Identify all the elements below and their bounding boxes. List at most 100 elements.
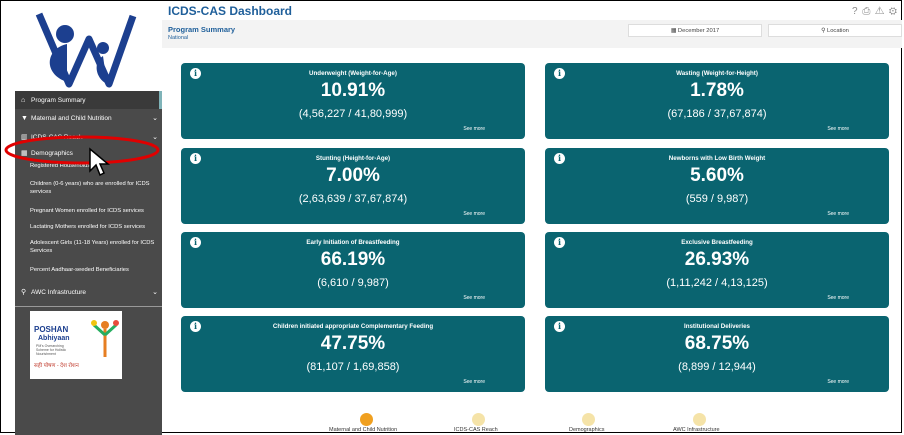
poshan-figure-icon	[91, 320, 119, 357]
card-stunting: i Stunting (Height-for-Age) 7.00% (2,63,…	[181, 148, 525, 224]
poshan-tagline-1: PM's Overarching	[36, 344, 64, 348]
nav-dot-demographics[interactable]	[582, 413, 595, 426]
sidebar-item-program-summary[interactable]: ⌂ Program Summary	[15, 91, 162, 109]
see-more-link[interactable]: See more	[463, 379, 485, 385]
card-early-breastfeeding: i Early Initiation of Breastfeeding 66.1…	[181, 232, 525, 308]
poshan-hindi-tagline: सही पोषण - देश रोशन	[34, 363, 79, 369]
card-value: 47.75%	[320, 333, 386, 354]
date-selector[interactable]: ▦ December 2017	[628, 24, 762, 37]
print-icon[interactable]: ⎙	[862, 6, 872, 17]
see-more-link[interactable]: See more	[827, 379, 849, 385]
icds-logo[interactable]	[15, 4, 162, 92]
card-fraction: (6,610 / 9,987)	[317, 277, 389, 289]
info-icon[interactable]: i	[190, 321, 201, 332]
card-title: Early Initiation of Breastfeeding	[306, 239, 400, 246]
card-title: Stunting (Height-for-Age)	[315, 155, 391, 162]
map-pin-icon: ⚲	[821, 27, 827, 34]
sidebar-divider	[15, 306, 162, 307]
card-value: 68.75%	[684, 333, 750, 354]
sidebar-subitem-aadhaar-seeded[interactable]: Percent Aadhaar-seeded Beneficiaries	[30, 267, 129, 273]
card-fraction: (67,186 / 37,67,874)	[667, 108, 767, 120]
demographics-icon: ▦	[21, 150, 28, 157]
sidebar-item-maternal-child-nutrition[interactable]: ▼ Maternal and Child Nutrition ⌄	[15, 109, 162, 127]
nav-dot-icds-cas-reach[interactable]	[472, 413, 485, 426]
card-value: 26.93%	[684, 249, 750, 270]
card-fraction: (1,11,242 / 4,13,125)	[666, 277, 768, 289]
sidebar-subitem-lactating-mothers[interactable]: Lactating Mothers enrolled for ICDS serv…	[30, 224, 146, 230]
card-fraction: (4,56,227 / 41,80,999)	[298, 108, 408, 120]
poshan-name: POSHAN	[34, 325, 69, 334]
nav-dot-label[interactable]: Maternal and Child Nutrition	[329, 427, 398, 433]
header-icons: ? ⎙ ⚠ ⚙	[852, 6, 898, 17]
sidebar-item-awc-infrastructure[interactable]: ⚲ AWC Infrastructure ⌄	[15, 283, 162, 301]
card-value: 1.78%	[690, 80, 744, 101]
card-title: Institutional Deliveries	[683, 323, 751, 330]
nav-dot-label[interactable]: Demographics	[569, 427, 605, 433]
card-underweight: i Underweight (Weight-for-Age) 10.91% (4…	[181, 63, 525, 139]
poshan-tagline-2: Scheme for Holistic	[36, 348, 67, 352]
card-title: Children initiated appropriate Complemen…	[272, 323, 434, 330]
info-icon[interactable]: i	[190, 153, 201, 164]
see-more-link[interactable]: See more	[827, 126, 849, 132]
chevron-down-icon: ⌄	[152, 115, 158, 122]
info-icon[interactable]: i	[554, 68, 565, 79]
home-icon: ⌂	[21, 96, 26, 104]
card-title: Exclusive Breastfeeding	[681, 239, 753, 246]
card-title: Underweight (Weight-for-Age)	[309, 70, 397, 77]
scope-label: National	[168, 35, 189, 41]
page-title: ICDS-CAS Dashboard	[168, 4, 293, 18]
location-selector-label: Location	[826, 27, 849, 34]
date-selector-label: December 2017	[677, 27, 720, 34]
nutrition-icon: ▼	[21, 114, 28, 122]
card-title: Wasting (Weight-for-Height)	[676, 70, 758, 77]
card-fraction: (2,63,639 / 37,67,874)	[298, 193, 408, 205]
poshan-abhiyaan-logo[interactable]: POSHAN Abhiyaan PM's Overarching Scheme …	[30, 311, 122, 379]
info-icon[interactable]: i	[190, 68, 201, 79]
nav-dot-awc-infrastructure[interactable]	[693, 413, 706, 426]
location-selector[interactable]: ⚲ Location	[768, 24, 902, 37]
info-icon[interactable]: i	[190, 237, 201, 248]
see-more-link[interactable]: See more	[827, 211, 849, 217]
card-institutional-deliveries: i Institutional Deliveries 68.75% (8,899…	[545, 316, 889, 392]
card-title: Newborns with Low Birth Weight	[668, 155, 766, 162]
chevron-down-icon: ⌄	[152, 134, 158, 141]
sidebar-subitem-children-enrolled[interactable]: Children (0-6 years) who are enrolled fo…	[30, 181, 150, 195]
nav-dot-maternal-child-nutrition[interactable]	[360, 413, 373, 426]
mouse-cursor-icon	[89, 147, 110, 177]
see-more-link[interactable]: See more	[463, 295, 485, 301]
poshan-tagline-3: Nourishment	[36, 352, 56, 356]
see-more-link[interactable]: See more	[463, 126, 485, 132]
settings-icon[interactable]: ⚙	[888, 6, 898, 17]
info-icon[interactable]: i	[554, 237, 565, 248]
calendar-icon: ▦	[670, 27, 678, 34]
card-wasting: i Wasting (Weight-for-Height) 1.78% (67,…	[545, 63, 889, 139]
highlight-oval	[4, 135, 160, 165]
card-complementary-feeding: i Children initiated appropriate Complem…	[181, 316, 525, 392]
chevron-down-icon: ⌄	[152, 289, 158, 296]
sidebar-subitem-adolescent-girls[interactable]: Adolescent Girls (11-18 Years) enrolled …	[30, 240, 155, 254]
card-fraction: (559 / 9,987)	[685, 193, 749, 205]
help-icon[interactable]: ?	[852, 6, 859, 17]
nav-dot-label[interactable]: ICDS-CAS Reach	[454, 427, 498, 433]
nav-dot-label[interactable]: AWC Infrastructure	[673, 427, 720, 433]
card-low-birth-weight: i Newborns with Low Birth Weight 5.60% (…	[545, 148, 889, 224]
info-icon[interactable]: i	[554, 153, 565, 164]
see-more-link[interactable]: See more	[463, 211, 485, 217]
sidebar-subitem-registered-households[interactable]: Registered Households	[30, 163, 91, 169]
see-more-link[interactable]: See more	[827, 295, 849, 301]
card-exclusive-breastfeeding: i Exclusive Breastfeeding 26.93% (1,11,2…	[545, 232, 889, 308]
chart-icon: ▥	[21, 134, 28, 141]
program-summary-heading: Program Summary	[168, 25, 236, 34]
location-icon: ⚲	[21, 289, 27, 296]
sidebar-subitem-pregnant-women[interactable]: Pregnant Women enrolled for ICDS service…	[30, 208, 144, 214]
alert-icon[interactable]: ⚠	[875, 6, 886, 17]
card-value: 7.00%	[326, 165, 380, 186]
card-fraction: (8,899 / 12,944)	[678, 361, 756, 373]
card-fraction: (81,107 / 1,69,858)	[306, 361, 400, 373]
info-icon[interactable]: i	[554, 321, 565, 332]
card-value: 5.60%	[690, 165, 744, 186]
poshan-sub: Abhiyaan	[38, 335, 70, 342]
card-value: 66.19%	[320, 249, 386, 270]
card-value: 10.91%	[320, 80, 386, 101]
